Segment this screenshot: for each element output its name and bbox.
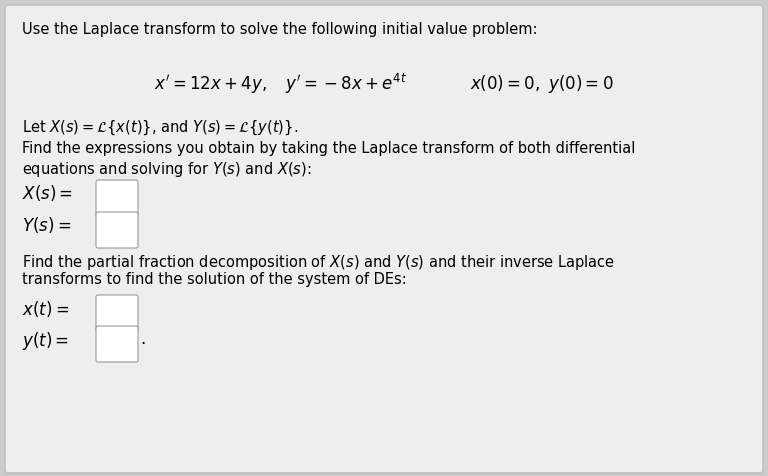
Text: $x' = 12x + 4y, \quad y' = -8x + e^{4t} \qquad\qquad x(0) = 0, \ y(0) = 0$: $x' = 12x + 4y, \quad y' = -8x + e^{4t} … bbox=[154, 72, 614, 96]
FancyBboxPatch shape bbox=[96, 213, 138, 248]
FancyBboxPatch shape bbox=[96, 180, 138, 217]
Text: $X(s) =$: $X(s) =$ bbox=[22, 183, 73, 203]
FancyBboxPatch shape bbox=[96, 327, 138, 362]
Text: Find the partial fraction decomposition of $X(s)$ and $Y(s)$ and their inverse L: Find the partial fraction decomposition … bbox=[22, 252, 615, 271]
Text: .: . bbox=[140, 329, 145, 347]
Text: $x(t) =$: $x(t) =$ bbox=[22, 298, 69, 318]
Text: equations and solving for $Y(s)$ and $X(s)$:: equations and solving for $Y(s)$ and $X(… bbox=[22, 159, 311, 178]
Text: Use the Laplace transform to solve the following initial value problem:: Use the Laplace transform to solve the f… bbox=[22, 22, 538, 37]
Text: $Y(s) =$: $Y(s) =$ bbox=[22, 215, 71, 235]
Text: $y(t) =$: $y(t) =$ bbox=[22, 329, 69, 351]
Text: Find the expressions you obtain by taking the Laplace transform of both differen: Find the expressions you obtain by takin… bbox=[22, 141, 635, 156]
Text: transforms to find the solution of the system of DEs:: transforms to find the solution of the s… bbox=[22, 271, 407, 287]
FancyBboxPatch shape bbox=[5, 6, 763, 473]
FancyBboxPatch shape bbox=[96, 296, 138, 331]
Text: Let $X(s) = \mathcal{L}\{x(t)\}$, and $Y(s) = \mathcal{L}\{y(t)\}$.: Let $X(s) = \mathcal{L}\{x(t)\}$, and $Y… bbox=[22, 119, 298, 137]
